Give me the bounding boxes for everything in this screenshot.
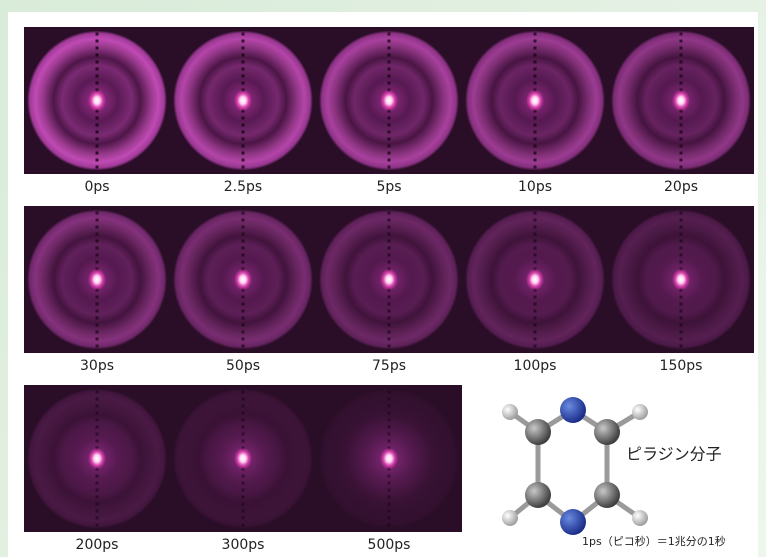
diffraction-image bbox=[609, 208, 753, 352]
pattern-core bbox=[380, 90, 398, 112]
pattern-core bbox=[88, 90, 106, 112]
time-label: 50ps bbox=[226, 358, 260, 374]
pattern-core bbox=[234, 269, 252, 291]
image-strip bbox=[24, 385, 462, 532]
diffraction-image bbox=[463, 208, 607, 352]
diffraction-image bbox=[171, 29, 315, 173]
pattern-core bbox=[380, 448, 398, 470]
diffraction-image bbox=[25, 208, 169, 352]
time-label: 300ps bbox=[222, 537, 265, 553]
diffraction-image bbox=[317, 29, 461, 173]
pattern-core bbox=[672, 90, 690, 112]
footnote: 1ps（ピコ秒）＝1兆分の1秒 bbox=[582, 534, 726, 548]
pattern-core bbox=[526, 90, 544, 112]
image-strip bbox=[24, 206, 754, 353]
diffraction-image bbox=[317, 208, 461, 352]
molecule-label: ピラジン分子 bbox=[626, 445, 722, 464]
diffraction-image bbox=[463, 29, 607, 173]
time-label: 100ps bbox=[514, 358, 557, 374]
pattern-core bbox=[88, 269, 106, 291]
time-label: 5ps bbox=[376, 179, 401, 195]
time-label: 75ps bbox=[372, 358, 406, 374]
pattern-core bbox=[234, 90, 252, 112]
time-label: 10ps bbox=[518, 179, 552, 195]
diffraction-image bbox=[25, 29, 169, 173]
time-label: 30ps bbox=[80, 358, 114, 374]
time-label: 20ps bbox=[664, 179, 698, 195]
image-strip bbox=[24, 27, 754, 174]
diffraction-image bbox=[25, 387, 169, 531]
pattern-core bbox=[672, 269, 690, 291]
pattern-core bbox=[88, 448, 106, 470]
pattern-core bbox=[526, 269, 544, 291]
figure: ピラジン分子 1ps（ピコ秒）＝1兆分の1秒 0ps 2.5ps 5ps 10ps 20… bbox=[0, 0, 766, 557]
diffraction-image bbox=[317, 387, 461, 531]
time-label: 500ps bbox=[368, 537, 411, 553]
diffraction-image bbox=[171, 208, 315, 352]
time-label: 200ps bbox=[76, 537, 119, 553]
diffraction-image bbox=[609, 29, 753, 173]
pattern-core bbox=[234, 448, 252, 470]
page: {"rows": [ {"labels": ["0ps", "2.5ps", "… bbox=[0, 0, 766, 557]
time-label: 150ps bbox=[660, 358, 703, 374]
pattern-core bbox=[380, 269, 398, 291]
time-label: 2.5ps bbox=[224, 179, 262, 195]
diffraction-image bbox=[171, 387, 315, 531]
time-label: 0ps bbox=[84, 179, 109, 195]
